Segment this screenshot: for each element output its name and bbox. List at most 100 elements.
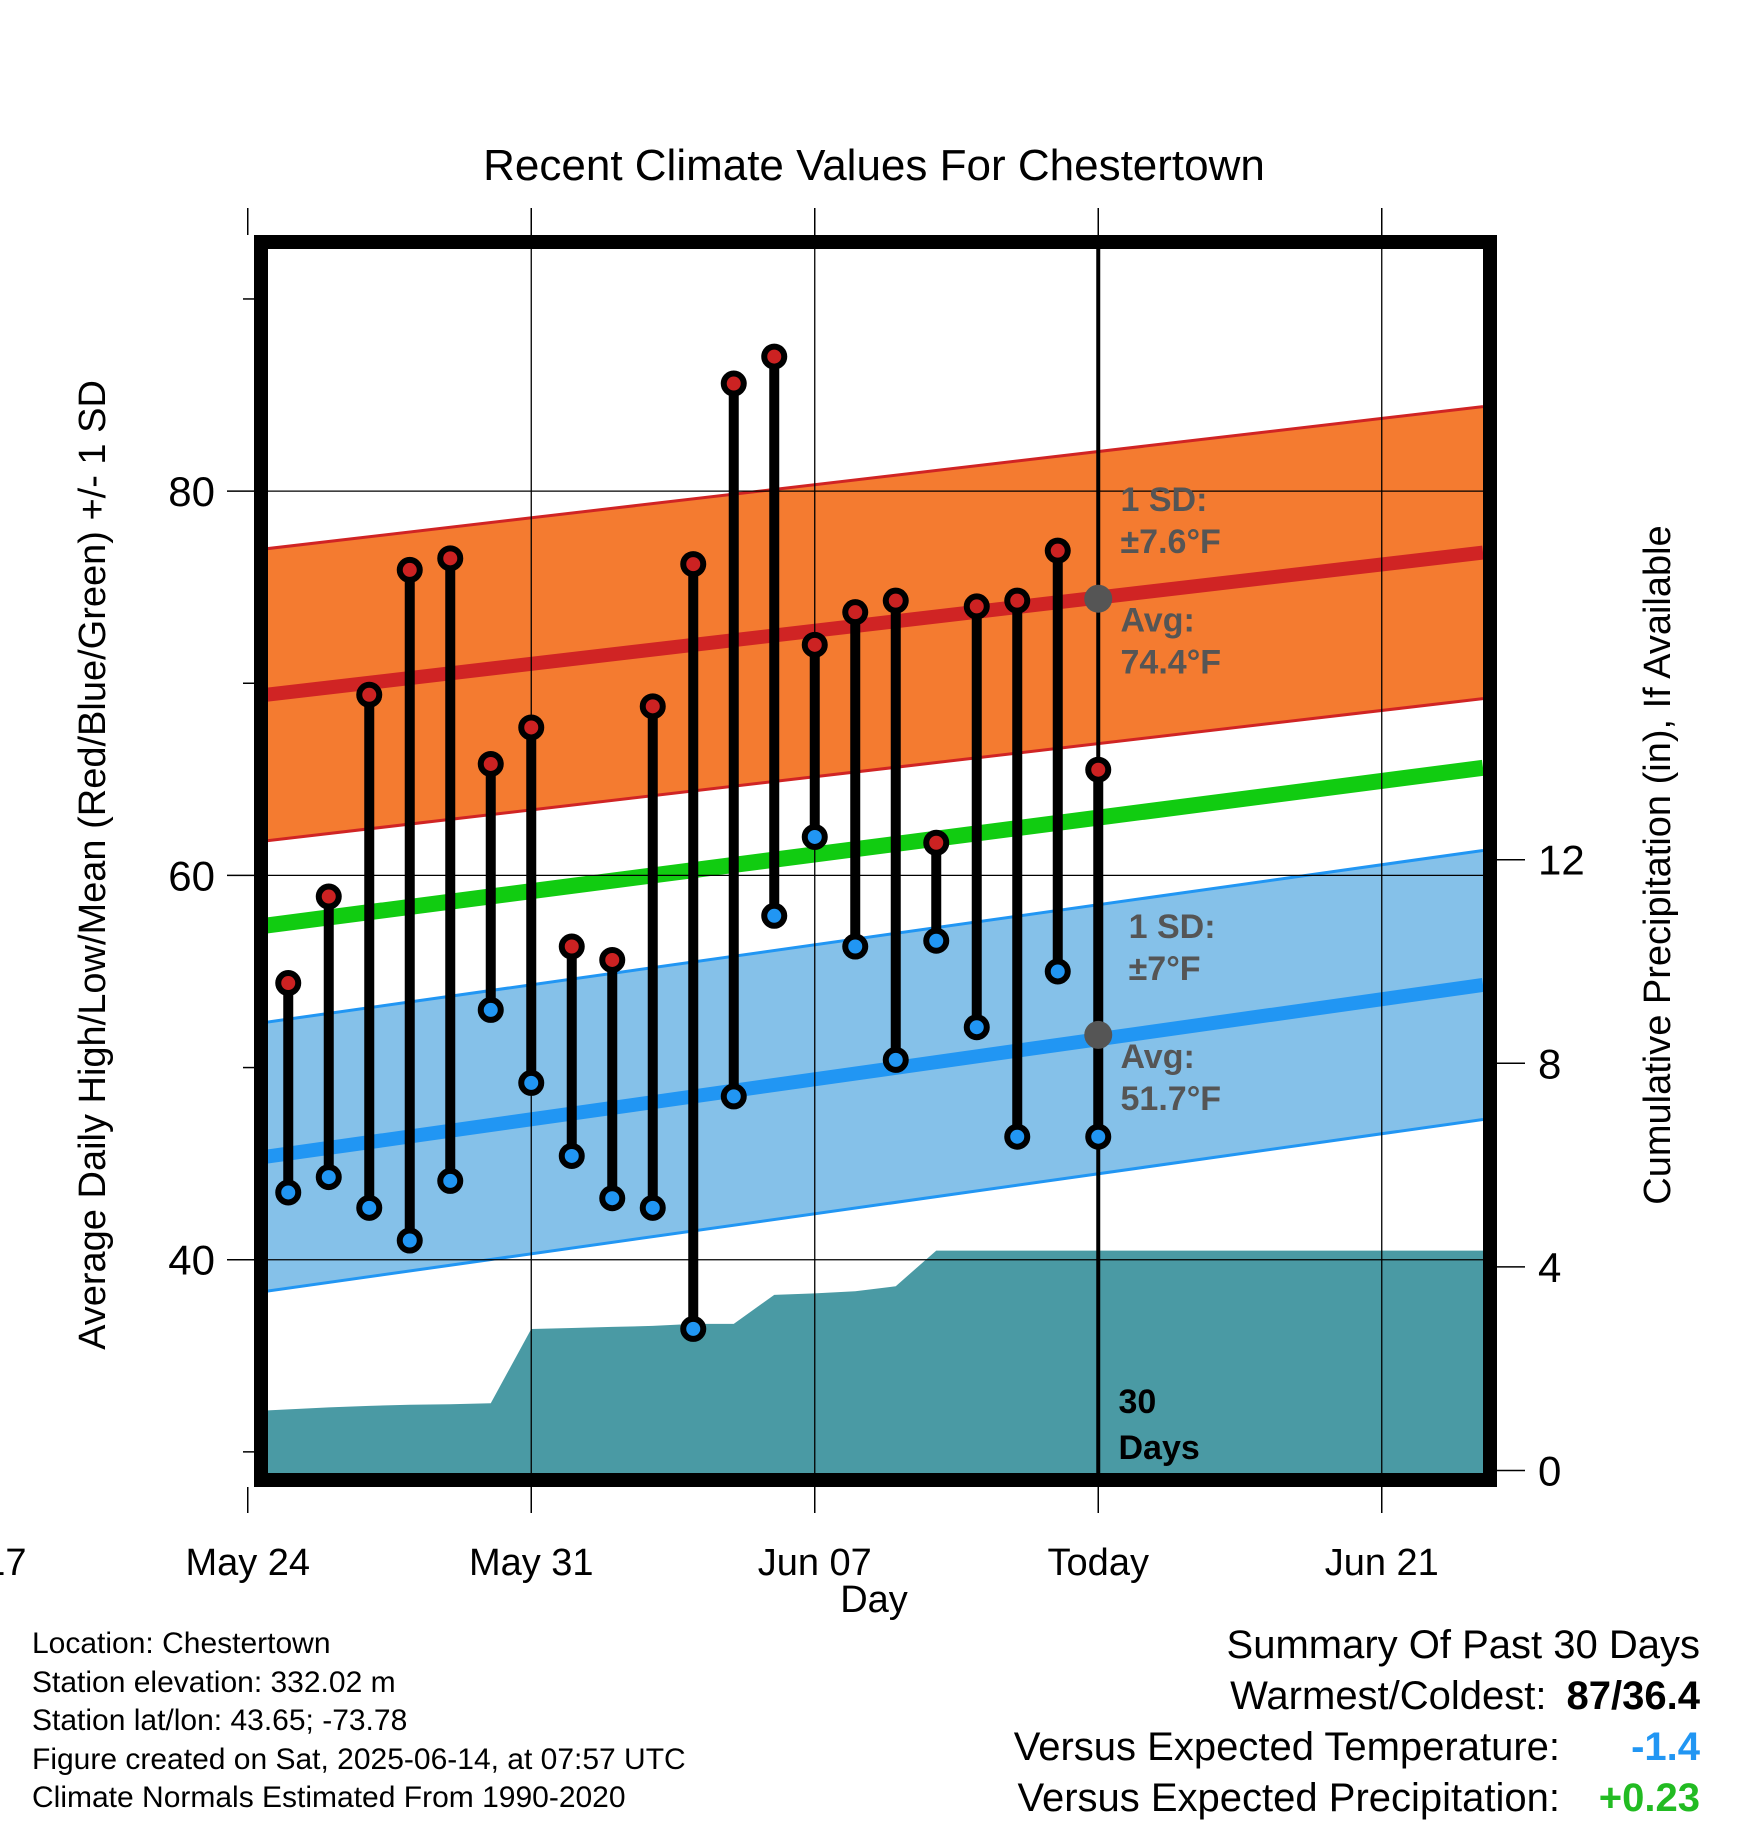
- high-point: [518, 714, 545, 741]
- high-point: [923, 829, 950, 856]
- today-days-label: 30 Days: [1119, 1383, 1200, 1467]
- low-point: [315, 1164, 342, 1191]
- precip-value: +0.23: [1598, 1776, 1700, 1820]
- high-point: [396, 556, 423, 583]
- warmest-value: 87/36.4: [1566, 1674, 1700, 1718]
- x-axis-label: Day: [840, 1579, 908, 1620]
- low-point: [396, 1227, 423, 1254]
- high-avg-annotation: Avg: 74.4°F: [1121, 602, 1222, 682]
- x-tick-label: May 31: [469, 1542, 594, 1584]
- low-point: [518, 1069, 545, 1096]
- high-point: [197, 1094, 217, 1114]
- temp-label: Versus Expected Temperature:: [1013, 1725, 1560, 1769]
- low-point: [761, 902, 788, 929]
- plot-frame: [254, 235, 1497, 1487]
- low-point: [923, 927, 950, 954]
- high-point: [1085, 756, 1112, 783]
- low-normal-lower-line: [268, 1117, 1483, 1293]
- high-point: [680, 551, 707, 578]
- today-high-avg-marker: [1084, 584, 1113, 613]
- low-point: [842, 933, 869, 960]
- high-point: [35, 933, 55, 953]
- low-point: [599, 1185, 626, 1212]
- high-sd-annotation: 1 SD: ±7.6°F: [1121, 481, 1221, 561]
- high-normal-mean-line: [268, 545, 1483, 702]
- summary-warmest-row: Warmest/Coldest: 87/36.4: [1014, 1671, 1700, 1722]
- warmest-label: Warmest/Coldest:: [1230, 1674, 1547, 1718]
- high-point: [842, 599, 869, 626]
- low-point: [720, 1083, 747, 1110]
- low-point: [35, 1159, 55, 1179]
- y2-tick-label: 0: [1538, 1447, 1561, 1494]
- plot-area: 1 SD: ±7.6°F Avg: 74.4°F 1 SD: ±7°F Avg: 51.7°F…: [0, 249, 1483, 1473]
- y2-tick-label: 4: [1538, 1244, 1561, 1291]
- high-point: [275, 970, 302, 997]
- low-avg-annotation: Avg: 51.7°F: [1121, 1038, 1222, 1118]
- climate-chart: Recent Climate Values For Chestertown 1 …: [0, 141, 1679, 1620]
- chart-title: Recent Climate Values For Chestertown: [483, 141, 1265, 190]
- high-point: [1004, 587, 1031, 614]
- high-point: [0, 569, 15, 589]
- created-text: Figure created on Sat, 2025-06-14, at 07…: [32, 1742, 686, 1776]
- temp-value: -1.4: [1631, 1725, 1700, 1769]
- low-sd-annotation: 1 SD: ±7°F: [1129, 908, 1216, 988]
- summary-panel: Summary Of Past 30 Days Warmest/Coldest:…: [1014, 1620, 1700, 1824]
- high-point: [801, 631, 828, 658]
- high-point: [116, 961, 136, 981]
- today-days-label-line: Days: [1119, 1429, 1200, 1467]
- high-point: [720, 370, 747, 397]
- high-point: [315, 883, 342, 910]
- low-point: [801, 823, 828, 850]
- precip-area: [268, 1250, 1483, 1473]
- high-avg-annotation-line: Avg:: [1121, 602, 1195, 640]
- location-text: Location: Chestertown: [32, 1627, 331, 1660]
- high-point: [761, 343, 788, 370]
- high-point: [437, 545, 464, 572]
- y-axis-label: Average Daily High/Low/Mean (Red/Blue/Gr…: [72, 380, 114, 1350]
- precip-label: Versus Expected Precipitation:: [1017, 1776, 1560, 1820]
- high-normal-band: [268, 406, 1483, 841]
- high-point: [1044, 537, 1071, 564]
- y2-axis-label: Cumulative Precipitation (in), If Availa…: [1637, 525, 1679, 1204]
- low-avg-annotation-line: Avg:: [1121, 1038, 1195, 1076]
- y-tick-label: 60: [168, 852, 215, 899]
- high-point: [356, 681, 383, 708]
- low-point: [1004, 1123, 1031, 1150]
- summary-temp-row: Versus Expected Temperature: -1.4: [1014, 1722, 1700, 1773]
- today-low-avg-marker: [1084, 1020, 1113, 1049]
- low-point: [116, 1257, 136, 1277]
- station-info: Location: Chestertown Station elevation:…: [32, 1625, 686, 1818]
- y-tick-label: 80: [168, 468, 215, 515]
- x-tick-label: Today: [1048, 1542, 1149, 1584]
- high-sd-annotation-line: ±7.6°F: [1121, 523, 1221, 561]
- low-sd-annotation-line: ±7°F: [1129, 950, 1201, 988]
- high-point: [157, 981, 177, 1001]
- high-avg-annotation-line: 74.4°F: [1121, 644, 1222, 682]
- low-avg-annotation-line: 51.7°F: [1121, 1080, 1222, 1118]
- low-point: [1085, 1123, 1112, 1150]
- low-point: [0, 998, 15, 1018]
- low-sd-annotation-line: 1 SD:: [1129, 908, 1216, 946]
- y2-tick-label: 8: [1538, 1040, 1561, 1087]
- normals-text: Climate Normals Estimated From 1990-2020: [32, 1781, 626, 1814]
- x-tick-label: Jun 21: [1325, 1542, 1439, 1584]
- high-point: [963, 593, 990, 620]
- summary-precip-row: Versus Expected Precipitation: +0.23: [1014, 1773, 1700, 1824]
- low-point: [558, 1142, 585, 1169]
- y2-tick-label: 12: [1538, 837, 1585, 884]
- high-point: [558, 933, 585, 960]
- low-point: [356, 1194, 383, 1221]
- high-point: [477, 750, 504, 777]
- low-point: [882, 1046, 909, 1073]
- low-point: [477, 996, 504, 1023]
- low-point: [1044, 958, 1071, 985]
- low-point: [157, 1217, 177, 1237]
- low-point: [963, 1014, 990, 1041]
- low-point: [437, 1167, 464, 1194]
- high-point: [599, 946, 626, 973]
- low-point: [275, 1179, 302, 1206]
- x-tick-label: Jun 07: [758, 1542, 872, 1584]
- summary-title: Summary Of Past 30 Days: [1226, 1623, 1700, 1667]
- low-point: [680, 1315, 707, 1342]
- x-tick-label: May 24: [185, 1542, 310, 1584]
